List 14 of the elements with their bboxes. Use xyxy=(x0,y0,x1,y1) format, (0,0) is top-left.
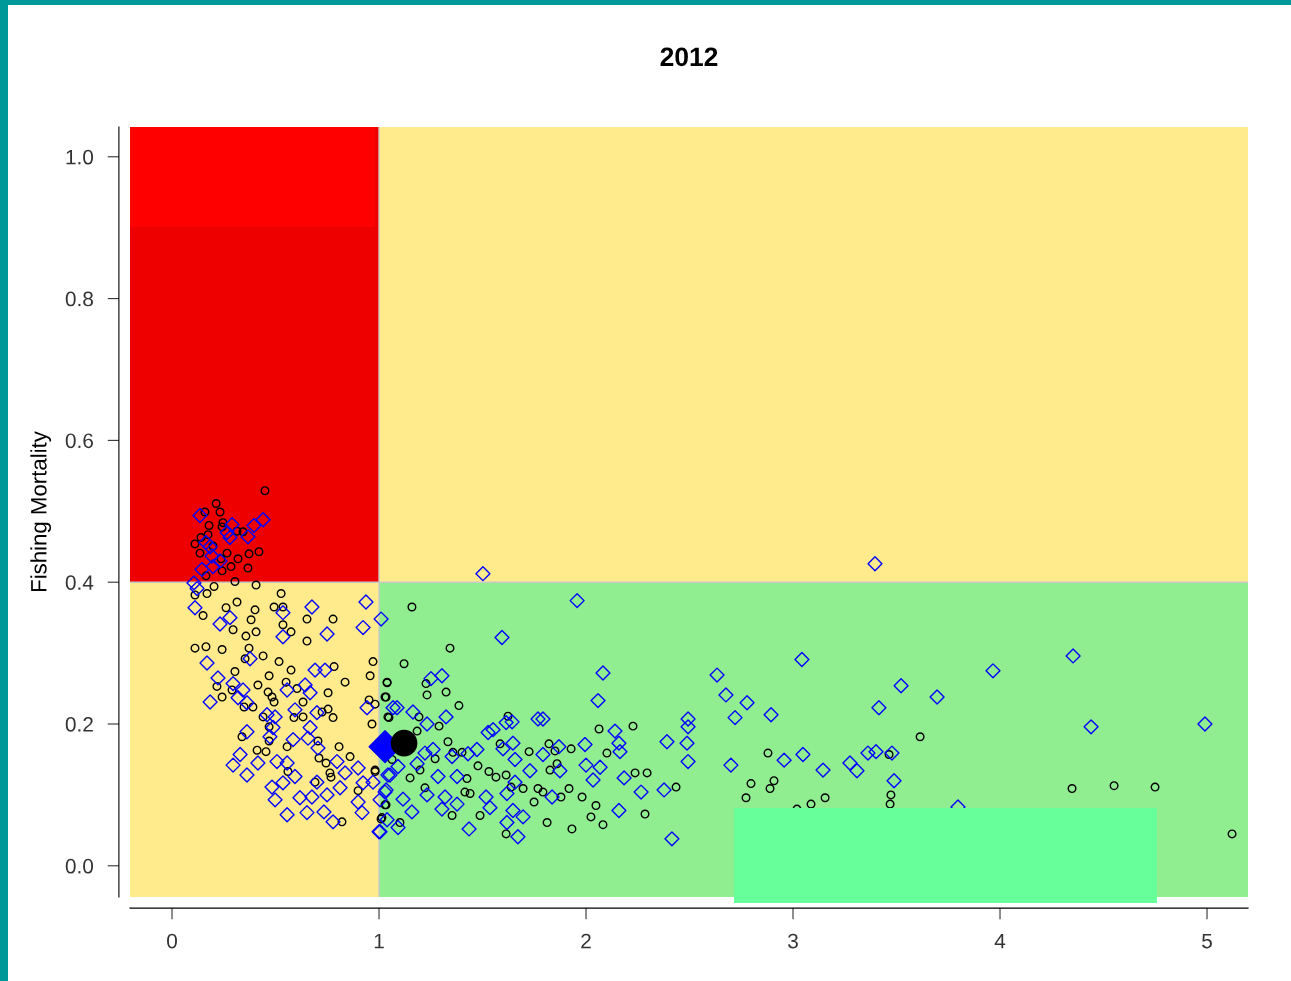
y-tick-label: 0.2 xyxy=(65,717,93,732)
x-tick-label: 4 xyxy=(994,933,1006,949)
y-tick-label: 0.6 xyxy=(65,433,93,449)
x-tick-label: 2 xyxy=(581,933,591,949)
x-tick-label: 1 xyxy=(374,933,384,949)
x-tick-label: 5 xyxy=(1202,933,1212,949)
chart-title: 2012 xyxy=(660,47,718,67)
y-tick-label: 1.0 xyxy=(66,149,94,165)
x-tick-label: 0 xyxy=(167,933,177,949)
y-tick-label: 0.0 xyxy=(65,858,94,874)
y-axis-title: Fishing Mortality xyxy=(30,431,52,592)
x-tick-label: 3 xyxy=(788,933,798,949)
y-tick-label: 0.8 xyxy=(65,291,93,307)
y-tick-label: 0.4 xyxy=(65,575,94,590)
